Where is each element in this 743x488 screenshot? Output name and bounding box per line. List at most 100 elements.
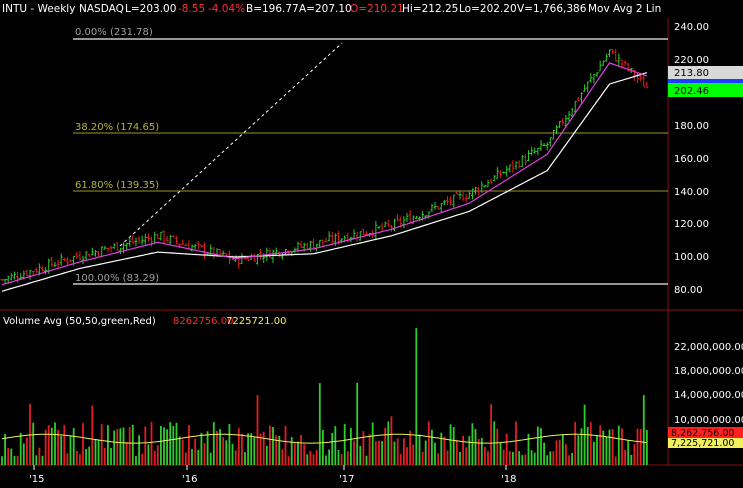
volume-bar	[128, 427, 131, 465]
price-bar	[140, 235, 144, 245]
volume-bar	[82, 423, 84, 465]
volume-bar	[533, 452, 536, 465]
price-bar	[97, 251, 101, 257]
price-bar	[604, 53, 608, 62]
volume-bar	[462, 435, 464, 465]
volume-bar	[365, 455, 368, 465]
price-bar	[109, 245, 113, 253]
price-bar	[12, 271, 16, 280]
price-bar	[90, 247, 94, 256]
volume-bar	[256, 395, 259, 465]
volume-bar	[29, 403, 31, 465]
volume-bar	[250, 433, 253, 465]
price-bar	[511, 159, 515, 173]
volume-bar	[642, 395, 645, 465]
price-bar	[393, 218, 397, 232]
volume-bar	[188, 425, 190, 465]
price-bar	[551, 129, 555, 140]
volume-bar	[496, 428, 499, 465]
volume-bar	[141, 454, 144, 465]
price-bar	[573, 100, 577, 113]
volume-bar	[577, 435, 580, 465]
price-bar	[389, 224, 393, 232]
time-tick-17: '17	[339, 474, 354, 485]
volume-bar	[262, 431, 265, 465]
volume-bar	[477, 438, 480, 465]
volume-bar	[633, 444, 636, 465]
price-bar	[474, 186, 478, 195]
fib-label-0: 0.00% (231.78)	[75, 27, 153, 38]
header-volume: V=1,766,386	[517, 3, 587, 15]
volume-value-red: 8262756.00	[173, 316, 233, 327]
volume-bar	[22, 443, 25, 465]
price-bar	[65, 256, 69, 266]
price-bar	[495, 167, 499, 179]
volume-bar	[412, 444, 415, 465]
time-tick-16: '16	[182, 474, 197, 485]
price-bar	[461, 191, 465, 201]
volume-bar	[225, 440, 228, 465]
volume-bar	[593, 441, 595, 465]
volume-bar	[540, 428, 542, 465]
fib-label-100: 100.00% (83.29)	[75, 273, 159, 284]
volume-bar	[110, 448, 112, 465]
volume-bar	[568, 455, 570, 465]
price-bar	[34, 267, 38, 273]
volume-bar	[113, 430, 116, 465]
volume-bar	[440, 432, 443, 465]
volume-bar	[524, 454, 527, 465]
price-bar	[492, 175, 496, 182]
volume-bar	[44, 429, 47, 465]
price-bar	[470, 188, 474, 200]
volume-bar	[72, 428, 75, 465]
price-bar	[181, 239, 185, 245]
volume-bar	[387, 421, 390, 465]
price-bar	[268, 248, 272, 259]
header-ask: A=207.10	[299, 3, 352, 15]
volume-bar	[163, 427, 165, 465]
price-bar	[558, 120, 562, 128]
price-bar	[505, 165, 509, 177]
volume-bar	[512, 452, 514, 465]
price-bar	[41, 266, 44, 272]
volume-bar	[627, 440, 630, 465]
header-exchange: NASDAQ	[79, 3, 124, 15]
price-bar	[330, 231, 334, 245]
volume-bar	[350, 428, 352, 465]
volume-tag-yellow	[668, 438, 743, 448]
volume-bar	[549, 451, 552, 465]
volume-bar	[191, 449, 193, 465]
volume-bar	[212, 422, 215, 465]
volume-bar	[334, 426, 337, 465]
price-bar	[118, 247, 122, 255]
volume-bar	[184, 452, 187, 465]
volume-bar	[197, 450, 200, 465]
price-bar	[467, 190, 471, 199]
volume-bar	[555, 440, 558, 465]
volume-bar	[530, 450, 533, 465]
volume-bar	[427, 421, 430, 465]
volume-bar	[88, 446, 91, 465]
volume-bar	[244, 452, 246, 465]
volume-bar	[343, 424, 346, 465]
volume-bar	[381, 441, 383, 465]
price-bar	[171, 235, 175, 238]
price-bar	[159, 231, 163, 241]
price-bar	[196, 241, 200, 250]
volume-bar	[356, 382, 359, 466]
header-bid: B=196.77	[246, 3, 299, 15]
price-bar	[446, 196, 449, 206]
price-bar	[75, 251, 79, 260]
volume-bar	[1, 456, 3, 465]
price-bar	[414, 215, 418, 220]
volume-bar	[480, 438, 483, 465]
volume-average-line	[1, 433, 647, 444]
volume-bar	[125, 442, 128, 465]
price-bar	[62, 257, 66, 262]
volume-bar	[194, 438, 197, 465]
price-bar	[396, 214, 400, 222]
price-bar	[458, 191, 462, 200]
price-bar	[115, 242, 119, 251]
price-bar	[608, 49, 611, 58]
price-bar	[430, 203, 434, 213]
